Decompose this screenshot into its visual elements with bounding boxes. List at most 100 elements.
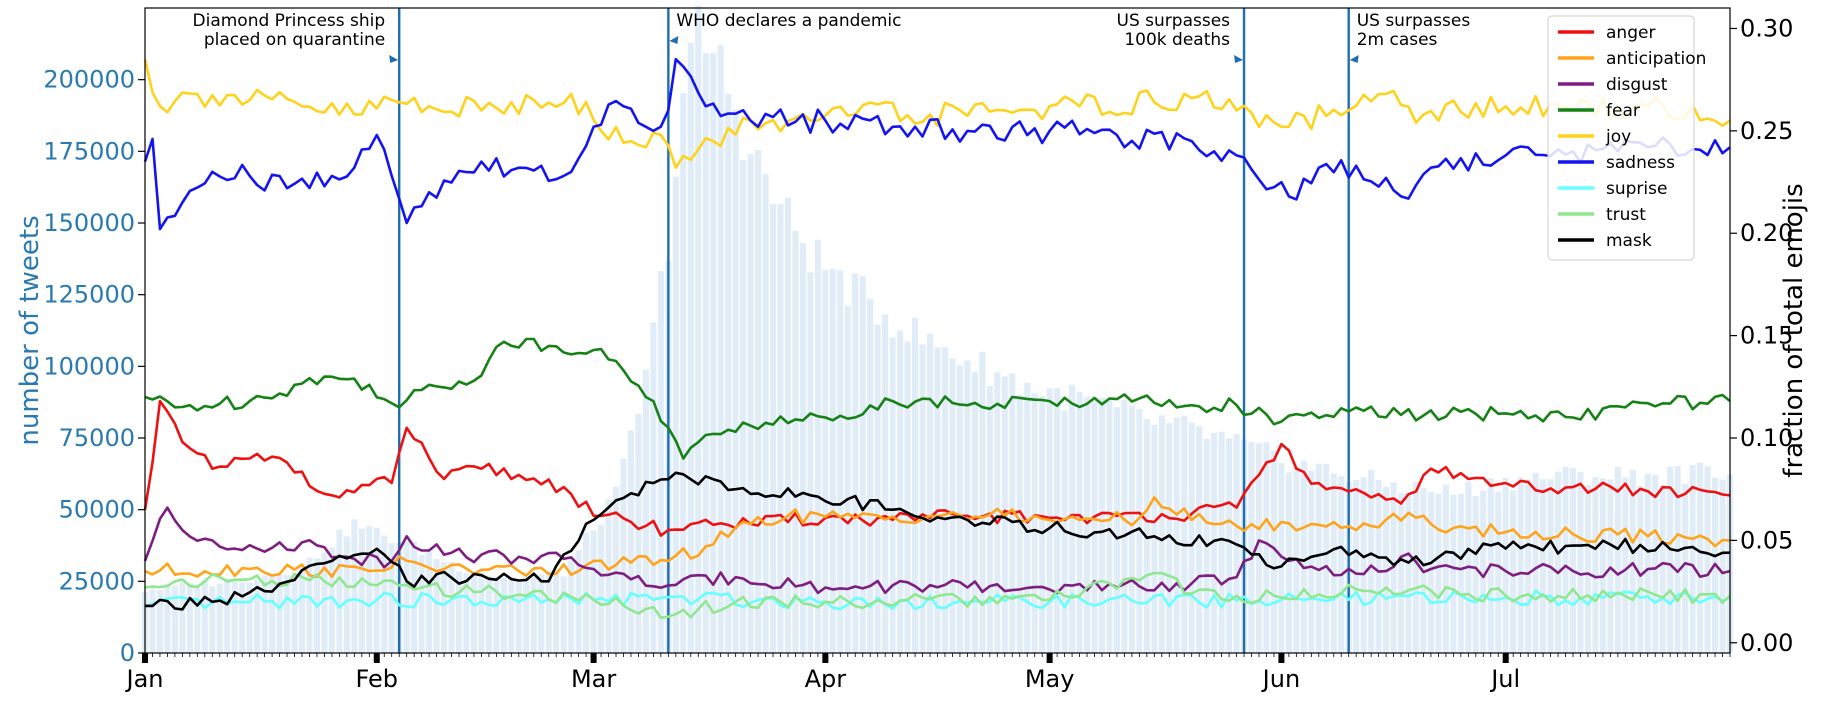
tweet-bar <box>927 333 934 653</box>
tweet-bar <box>470 572 477 653</box>
tweet-bar <box>702 53 709 653</box>
tweet-bar <box>874 324 881 653</box>
tweet-bar <box>418 555 425 653</box>
left-tick-label: 75000 <box>59 424 135 452</box>
tweet-bar <box>755 150 762 653</box>
left-tick-label: 25000 <box>59 567 135 595</box>
tweet-bar <box>814 239 821 653</box>
tweet-bar <box>216 583 223 653</box>
tweet-bar <box>1398 493 1405 653</box>
x-tick-mark <box>1046 653 1053 663</box>
tweet-bar <box>1360 477 1367 653</box>
x-tick-label: May <box>1025 665 1075 693</box>
tweet-bar <box>291 572 298 653</box>
tweet-bar <box>306 557 313 653</box>
tweet-bar <box>1427 492 1434 653</box>
tweet-bar <box>590 530 597 653</box>
tweet-bar <box>1218 431 1225 653</box>
tweet-bar <box>1450 494 1457 653</box>
tweet-bar <box>687 42 694 653</box>
tweet-bar <box>1697 462 1704 653</box>
tweet-bar <box>186 583 193 653</box>
tweet-bar <box>231 578 238 653</box>
tweet-bar <box>844 305 851 653</box>
series-line-joy <box>143 58 1731 169</box>
tweet-bar <box>1599 478 1606 653</box>
tweet-bar <box>1136 409 1143 653</box>
tweet-bar <box>1704 466 1711 653</box>
tweet-bar <box>164 584 171 653</box>
tweet-bar <box>1226 438 1233 653</box>
series-line-fear <box>144 337 1731 460</box>
tweet-bar <box>171 585 178 653</box>
tweet-bar <box>485 575 492 653</box>
tweet-bar <box>807 272 814 653</box>
tweet-bar <box>478 572 485 653</box>
tweet-bar <box>530 575 537 653</box>
tweet-bar <box>1607 479 1614 653</box>
left-tick-label: 50000 <box>59 496 135 524</box>
tweet-bar <box>201 580 208 653</box>
tweet-bar <box>725 94 732 653</box>
tweet-bar <box>209 586 216 653</box>
tweet-bar <box>1196 426 1203 653</box>
tweet-bar <box>1652 475 1659 653</box>
tweet-bar <box>1592 477 1599 653</box>
tweet-bar <box>1555 471 1562 653</box>
tweet-bar <box>1525 479 1532 653</box>
series-line-suprise <box>144 589 1731 611</box>
tweet-bar <box>269 574 276 653</box>
tweet-bar <box>747 154 754 653</box>
tweet-bar <box>1300 460 1307 653</box>
tweet-bar <box>770 204 777 653</box>
tweet-bar <box>598 524 605 653</box>
tweet-bar <box>1031 393 1038 653</box>
tweet-bar <box>284 575 291 653</box>
tweet-bar <box>545 571 552 653</box>
tweet-bar <box>448 561 455 653</box>
tweet-bar <box>1667 466 1674 653</box>
right-tick-label: 0.20 <box>1740 219 1793 247</box>
legend-label: trust <box>1606 205 1646 225</box>
x-tick-label: Jul <box>1489 665 1520 693</box>
tweet-bar <box>403 541 410 653</box>
tweet-bar <box>979 351 986 653</box>
tweet-bar <box>971 371 978 653</box>
tweet-bar <box>1495 491 1502 653</box>
tweet-bar <box>156 589 163 653</box>
tweet-bar <box>994 372 1001 653</box>
series-line-trust <box>144 571 1731 620</box>
tweet-bar <box>1659 484 1666 653</box>
tweet-bar <box>1353 479 1360 653</box>
tweet-bar <box>867 298 874 653</box>
x-tick-label: Feb <box>356 665 399 693</box>
tweet-bar <box>1285 472 1292 653</box>
x-tick-mark <box>1278 653 1285 663</box>
left-tick-label: 200000 <box>43 66 135 94</box>
tweet-bar <box>1113 407 1120 653</box>
tweet-bar <box>373 527 380 653</box>
tweet-bar <box>1121 400 1128 653</box>
tweet-bar <box>343 536 350 653</box>
tweet-bar <box>538 574 545 653</box>
tweet-bar <box>695 5 702 654</box>
tweet-bar <box>1577 472 1584 653</box>
legend-label: suprise <box>1606 179 1667 199</box>
legend-label: mask <box>1606 231 1652 251</box>
tweet-bar <box>762 173 769 653</box>
tweet-bar <box>553 571 560 653</box>
tweet-bar <box>1442 484 1449 653</box>
tweet-bar <box>1173 417 1180 653</box>
tweet-bar <box>1584 485 1591 653</box>
tweet-bar <box>1629 470 1636 653</box>
tweet-bar <box>1098 397 1105 653</box>
tweet-bar <box>239 582 246 653</box>
tweet-bar <box>298 565 305 653</box>
tweet-bar <box>642 369 649 653</box>
tweet-bar <box>1255 443 1262 653</box>
tweet-bar <box>1084 397 1091 653</box>
tweet-bar <box>508 577 515 653</box>
event-annotation: 100k deaths <box>1124 30 1230 50</box>
tweet-bar <box>515 579 522 653</box>
